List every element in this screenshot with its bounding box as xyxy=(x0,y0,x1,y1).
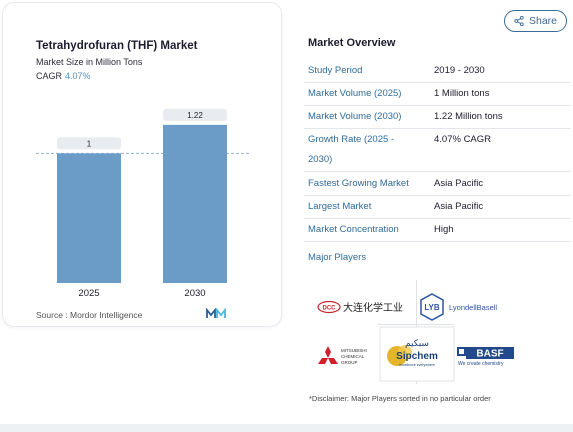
overview-row-fastest-growing: Fastest Growing Market Asia Pacific xyxy=(304,172,571,196)
value-label-bg xyxy=(57,137,121,150)
overview-value: 4.07% CAGR xyxy=(434,134,492,145)
overview-label[interactable]: Market Volume (2025) xyxy=(308,88,402,99)
overview-row-volume-2030: Market Volume (2030) 1.22 Million tons xyxy=(304,106,571,129)
major-players-logos: DCC 大连化学工业 LYB LyondellBasell MITSUBISHI… xyxy=(316,280,516,384)
lyondellbasell-text: LyondellBasell xyxy=(449,303,497,312)
lyondellbasell-logo[interactable]: LYB LyondellBasell xyxy=(418,292,516,322)
dcc-text: DCC xyxy=(323,306,337,312)
sipchem-tagline: excellence everywhere xyxy=(399,363,435,367)
x-tick-label: 2025 xyxy=(78,288,99,299)
overview-title: Market Overview xyxy=(308,37,396,49)
overview-value: 1.22 Million tons xyxy=(434,111,503,122)
chart-card xyxy=(2,2,282,327)
sipchem-text: Sipchem xyxy=(396,351,438,362)
mitsubishi-line: GROUP xyxy=(341,360,358,365)
overview-row-concentration: Market Concentration High xyxy=(304,219,571,242)
cagr-label: CAGR xyxy=(36,71,63,81)
value-label-bg xyxy=(163,108,227,121)
x-tick-label: 2030 xyxy=(184,288,205,299)
share-icon xyxy=(514,16,524,26)
bottom-strip xyxy=(0,424,573,432)
chart-cagr: CAGR 4.07% xyxy=(36,71,91,81)
overview-row-growth-rate: Growth Rate (2025 - 2030) 4.07% CAGR xyxy=(304,129,571,172)
mordor-logo-icon xyxy=(206,308,226,318)
logo-divider xyxy=(378,324,454,325)
overview-value: 1 Million tons xyxy=(434,88,490,99)
dcc-logo[interactable]: DCC 大连化学工业 xyxy=(316,294,412,320)
mitsubishi-logo-icon: MITSUBISHI CHEMICAL GROUP xyxy=(318,346,367,365)
overview-row-largest-market: Largest Market Asia Pacific xyxy=(304,196,571,219)
value-label: 1 xyxy=(87,139,92,148)
basf-tagline: We create chemistry xyxy=(458,361,504,367)
basf-logo[interactable]: BASF We create chemistry xyxy=(456,344,516,370)
overview-label[interactable]: Market Concentration xyxy=(308,224,399,235)
overview-label[interactable]: Market Volume (2030) xyxy=(308,111,402,122)
cagr-value: 4.07% xyxy=(65,71,91,81)
bar-2025 xyxy=(57,153,121,283)
sipchem-logo-icon: سبكيم Sipchem excellence everywhere xyxy=(379,326,455,382)
overview-value: Asia Pacific xyxy=(434,201,484,212)
value-label: 1.22 xyxy=(187,111,203,120)
chart-source: Source : Mordor Intelligence xyxy=(36,310,143,320)
lyb-text: LYB xyxy=(424,303,439,312)
bar-2030 xyxy=(163,124,227,283)
overview-value: 2019 - 2030 xyxy=(434,65,485,76)
overview-label[interactable]: Growth Rate (2025 - 2030) xyxy=(308,134,395,165)
overview-row-study-period: Study Period 2019 - 2030 xyxy=(304,60,571,83)
dcc-chinese-text: 大连化学工业 xyxy=(343,301,403,314)
overview-label[interactable]: Fastest Growing Market xyxy=(308,178,409,189)
overview-label[interactable]: Largest Market xyxy=(308,201,372,212)
share-label: Share xyxy=(528,15,558,27)
overview-label[interactable]: Study Period xyxy=(308,65,363,76)
mitsubishi-chemical-logo[interactable]: MITSUBISHI CHEMICAL GROUP xyxy=(316,342,376,372)
mitsubishi-line: CHEMICAL xyxy=(341,354,365,359)
overview-value: Asia Pacific xyxy=(434,178,484,189)
sipchem-arabic-text: سبكيم xyxy=(405,339,429,349)
overview-table: Study Period 2019 - 2030 Market Volume (… xyxy=(304,60,571,242)
chart-subtitle: Market Size in Million Tons xyxy=(36,57,143,67)
share-button[interactable]: Share xyxy=(504,10,567,32)
chart-title: Tetrahydrofuran (THF) Market xyxy=(36,40,198,52)
basf-logo-icon: BASF We create chemistry xyxy=(457,347,514,367)
overview-value: High xyxy=(434,224,454,235)
bar-chart: 1 2025 1.22 2030 xyxy=(36,108,250,299)
overview-row-volume-2025: Market Volume (2025) 1 Million tons xyxy=(304,83,571,106)
mitsubishi-line: MITSUBISHI xyxy=(341,348,367,353)
sipchem-logo[interactable]: سبكيم Sipchem excellence everywhere xyxy=(379,326,455,382)
dcc-logo-icon: DCC 大连化学工业 xyxy=(317,300,403,314)
disclaimer: *Disclaimer: Major Players sorted in no … xyxy=(309,394,491,403)
major-players-link[interactable]: Major Players xyxy=(308,252,367,263)
lyb-logo-icon: LYB LyondellBasell xyxy=(420,293,497,321)
basf-text: BASF xyxy=(476,349,503,360)
